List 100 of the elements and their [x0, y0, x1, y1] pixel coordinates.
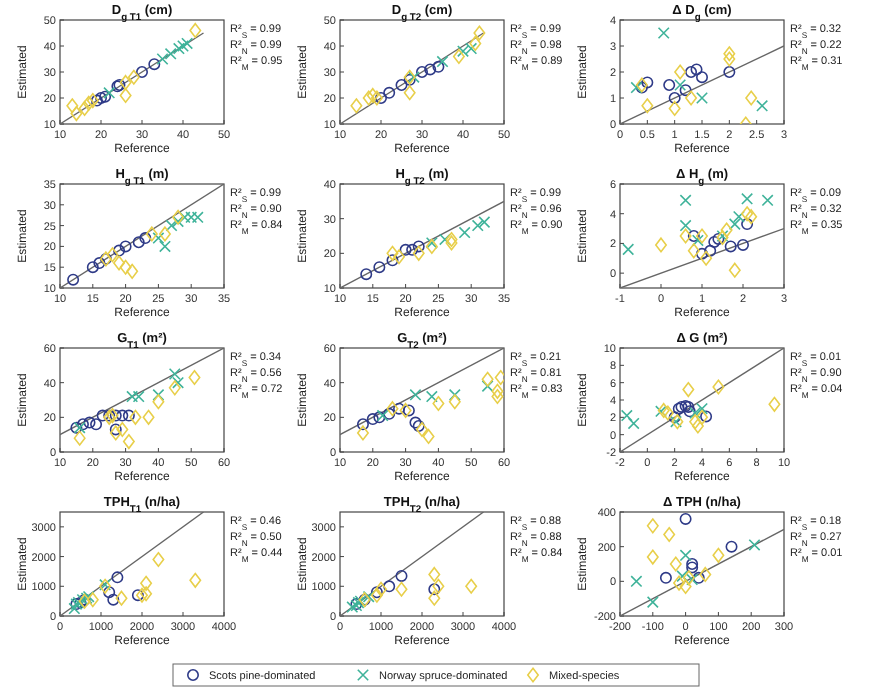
point: [683, 405, 696, 418]
point: [655, 237, 667, 253]
point: [399, 243, 412, 256]
point: [679, 219, 692, 232]
point: [370, 586, 383, 599]
point: [448, 388, 461, 401]
point: [122, 409, 135, 422]
point: [395, 581, 408, 597]
point: [668, 100, 681, 116]
point: [126, 390, 139, 403]
point: [685, 90, 698, 106]
point: [373, 261, 386, 274]
point: [659, 571, 672, 584]
point: [386, 401, 399, 417]
point: [723, 46, 736, 62]
point: [383, 407, 396, 420]
point: [641, 76, 654, 89]
point: [696, 71, 708, 84]
point: [95, 92, 107, 104]
point: [725, 540, 738, 553]
point: [682, 382, 695, 398]
point: [700, 250, 713, 266]
point: [428, 583, 441, 596]
point: [109, 425, 122, 441]
point: [728, 218, 741, 231]
point: [646, 596, 659, 609]
point: [723, 51, 736, 67]
point: [481, 371, 494, 387]
point: [724, 240, 737, 253]
point: [177, 40, 189, 52]
point: [428, 566, 441, 582]
point: [152, 394, 165, 410]
point: [375, 92, 387, 104]
point: [86, 261, 99, 274]
point: [471, 219, 484, 232]
point: [113, 255, 126, 271]
point: [458, 226, 471, 239]
point: [136, 587, 148, 603]
point: [67, 273, 80, 286]
point: [663, 526, 676, 543]
point: [416, 421, 428, 438]
point: [741, 192, 754, 205]
point: [748, 538, 761, 551]
point: [741, 206, 754, 222]
point: [412, 245, 425, 261]
point: [630, 81, 643, 94]
point: [620, 409, 633, 422]
point: [403, 85, 416, 101]
point: [131, 589, 144, 602]
point: [687, 230, 700, 242]
point: [669, 556, 682, 572]
point: [96, 409, 109, 422]
point: [386, 245, 399, 261]
point: [674, 64, 687, 80]
point: [132, 390, 145, 403]
point: [119, 240, 132, 253]
point: [113, 244, 126, 257]
point: [732, 210, 745, 223]
point: [386, 254, 399, 267]
point: [720, 222, 733, 238]
point: [690, 63, 703, 76]
point: [646, 549, 659, 565]
point: [679, 549, 692, 562]
point: [491, 388, 504, 405]
point: [445, 231, 458, 248]
point: [164, 47, 177, 60]
point: [699, 566, 712, 582]
point: [127, 69, 140, 85]
point: [465, 42, 478, 55]
point: [82, 95, 95, 111]
point: [432, 395, 445, 412]
point: [657, 27, 670, 39]
point: [158, 240, 171, 253]
point: [704, 244, 717, 257]
point: [78, 100, 91, 116]
point: [116, 421, 129, 438]
point: [129, 409, 142, 425]
point: [646, 518, 659, 534]
point: [674, 79, 687, 91]
point: [708, 235, 721, 248]
point: [136, 66, 148, 78]
point: [686, 558, 699, 570]
point: [696, 402, 708, 415]
point: [172, 376, 185, 389]
point: [165, 219, 178, 232]
point: [473, 25, 486, 41]
point: [756, 99, 769, 112]
point: [383, 580, 396, 593]
point: [140, 575, 153, 591]
point: [106, 247, 119, 263]
point: [685, 66, 698, 78]
point: [409, 388, 422, 401]
point: [696, 409, 708, 425]
point: [745, 209, 758, 225]
point: [768, 396, 781, 412]
point: [152, 551, 165, 568]
point: [630, 575, 643, 588]
point: [679, 84, 692, 97]
point: [156, 53, 169, 65]
point: [679, 512, 692, 525]
